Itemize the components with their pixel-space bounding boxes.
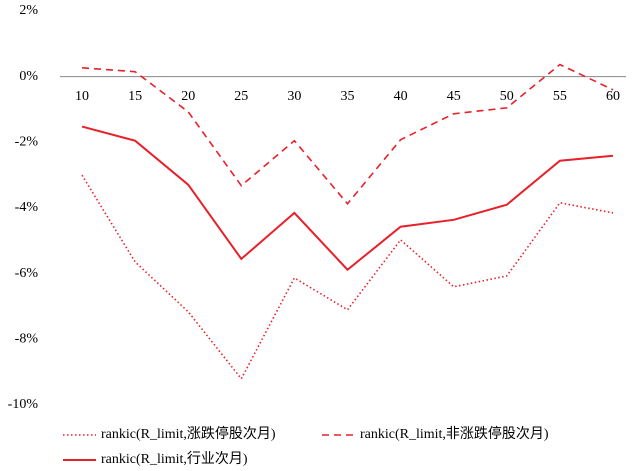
series-line <box>81 174 614 381</box>
x-tick-label: 55 <box>553 89 567 104</box>
x-tick-label: 20 <box>181 89 195 104</box>
y-tick-label: -6% <box>15 266 39 281</box>
x-tick-label: 10 <box>75 89 89 104</box>
y-tick-label: -4% <box>15 200 39 215</box>
x-tick-label: 60 <box>606 89 620 104</box>
legend-label: rankic(R_limit,行业次月) <box>101 451 248 467</box>
series-line <box>81 63 614 205</box>
series-line <box>81 125 614 272</box>
x-tick-label: 50 <box>500 89 514 104</box>
y-tick-label: 2% <box>19 3 38 18</box>
x-tick-label: 35 <box>341 89 355 104</box>
y-tick-label: -10% <box>8 397 39 412</box>
x-tick-label: 30 <box>287 89 301 104</box>
x-tick-label: 25 <box>234 89 248 104</box>
legend-label: rankic(R_limit,涨跌停股次月) <box>101 425 276 442</box>
y-tick-label: 0% <box>19 69 38 84</box>
y-tick-label: -2% <box>15 135 39 150</box>
x-tick-label: 45 <box>447 89 461 104</box>
legend-label: rankic(R_limit,非涨跌停股次月) <box>360 425 549 442</box>
x-tick-label: 15 <box>128 89 142 104</box>
x-tick-label: 40 <box>394 89 408 104</box>
y-tick-label: -8% <box>15 332 39 347</box>
